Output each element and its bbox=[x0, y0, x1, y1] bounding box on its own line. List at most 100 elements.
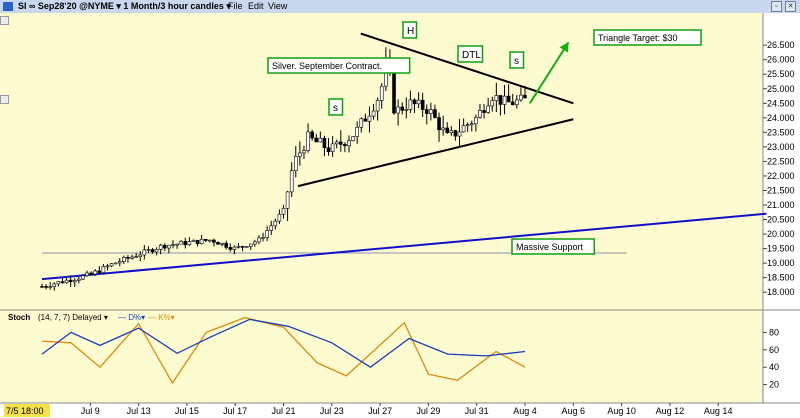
candle-body bbox=[216, 242, 220, 245]
restore-icon[interactable]: ▫ bbox=[771, 1, 782, 12]
time-tick-label: Jul 21 bbox=[271, 406, 295, 416]
time-start-badge bbox=[4, 404, 50, 417]
candle-body bbox=[293, 156, 298, 171]
candle-body bbox=[105, 265, 110, 268]
candle-body bbox=[343, 144, 347, 147]
candle-body bbox=[68, 279, 73, 283]
dtl-label-box bbox=[457, 45, 484, 63]
candle-body bbox=[113, 262, 118, 265]
candle-body bbox=[351, 136, 355, 141]
candle-body bbox=[494, 95, 499, 101]
candle-body bbox=[445, 127, 450, 133]
candle-body bbox=[285, 191, 290, 209]
stoch-tick-label: 80 bbox=[769, 327, 779, 337]
time-tick-label: Jul 13 bbox=[127, 406, 151, 416]
menu-view[interactable]: View bbox=[268, 1, 288, 11]
candle-body bbox=[478, 110, 482, 118]
candle-body bbox=[224, 242, 228, 248]
stoch-d-legend: — D%▾ bbox=[118, 313, 145, 322]
candle-body bbox=[236, 245, 241, 248]
candle-body bbox=[371, 110, 376, 117]
candle-body bbox=[449, 130, 454, 133]
candle-body bbox=[138, 254, 143, 257]
candle-body bbox=[429, 109, 433, 114]
s-left-label: s bbox=[333, 103, 338, 114]
candle-body bbox=[257, 237, 261, 243]
stoch-tick-label: 20 bbox=[769, 380, 779, 390]
candle-body bbox=[187, 241, 192, 246]
target-arrow-head bbox=[559, 42, 569, 53]
candle-body bbox=[44, 286, 48, 288]
candle-body bbox=[506, 95, 511, 103]
stoch-tick-label: 60 bbox=[769, 345, 779, 355]
candle-body bbox=[441, 127, 445, 131]
candle-body bbox=[77, 278, 81, 281]
candle-body bbox=[453, 130, 458, 137]
h-label: H bbox=[407, 26, 414, 37]
candle-body bbox=[64, 279, 69, 284]
price-tick-label: 19.000 bbox=[767, 258, 795, 268]
scroll-up-button[interactable] bbox=[0, 16, 9, 25]
candle-body bbox=[379, 85, 384, 101]
price-tick-label: 25.000 bbox=[767, 84, 795, 94]
scroll-down-button[interactable] bbox=[0, 95, 9, 104]
candle-body bbox=[228, 247, 233, 250]
candle-body bbox=[162, 244, 167, 249]
candle-body bbox=[85, 272, 89, 276]
menu-file[interactable]: File bbox=[228, 1, 243, 11]
candle-body bbox=[437, 117, 441, 131]
candle-body bbox=[208, 239, 212, 242]
stoch-axis-bg bbox=[763, 310, 800, 403]
candle-body bbox=[212, 239, 216, 243]
candle-body bbox=[474, 117, 478, 125]
candle-body bbox=[486, 105, 490, 113]
candle-body bbox=[93, 270, 98, 275]
stoch-pane-bg bbox=[0, 310, 763, 403]
candle-body bbox=[150, 249, 155, 253]
candle-body bbox=[191, 239, 196, 242]
price-axis-bg bbox=[763, 13, 800, 310]
candle-body bbox=[97, 270, 102, 273]
candle-body bbox=[367, 115, 372, 122]
candle-body bbox=[420, 99, 425, 110]
time-tick-label: Jul 27 bbox=[368, 406, 392, 416]
app-icon[interactable] bbox=[3, 2, 13, 11]
candle-body bbox=[89, 272, 93, 275]
price-tick-label: 26.000 bbox=[767, 55, 795, 65]
candle-body bbox=[122, 257, 126, 262]
candle-body bbox=[289, 170, 294, 193]
candle-body bbox=[81, 275, 85, 280]
time-start-label: 7/5 18:00 bbox=[6, 406, 44, 416]
candle-body bbox=[244, 246, 249, 248]
price-chart-svg[interactable]: Stoch (14, 7, 7) Delayed ▾ — D%▾ — K%▾ 18.0… bbox=[0, 13, 800, 418]
stoch-tick-label: 40 bbox=[769, 362, 779, 372]
candle-body bbox=[339, 141, 343, 145]
close-icon[interactable]: ✕ bbox=[785, 1, 796, 12]
candle-body bbox=[261, 237, 265, 239]
contract-label: Silver. September Contract. bbox=[272, 61, 382, 71]
dtl-label: DTL bbox=[462, 50, 481, 61]
candle-body bbox=[117, 261, 122, 264]
candle-body bbox=[167, 244, 171, 249]
s-right-label: s bbox=[514, 56, 519, 67]
candle-body bbox=[396, 106, 400, 114]
candle-body bbox=[322, 137, 327, 148]
candle-body bbox=[330, 143, 335, 153]
stoch-k-legend: — K%▾ bbox=[148, 313, 175, 322]
price-tick-label: 22.500 bbox=[767, 156, 795, 166]
h-label-box bbox=[402, 21, 418, 39]
menu-edit[interactable]: Edit bbox=[248, 1, 264, 11]
candle-body bbox=[269, 225, 274, 231]
contract-label-box bbox=[267, 57, 411, 74]
candle-body bbox=[109, 263, 114, 267]
candle-body bbox=[101, 266, 106, 273]
candle-body bbox=[502, 95, 507, 105]
candle-body bbox=[220, 242, 224, 245]
candle-body bbox=[400, 106, 405, 111]
price-tick-label: 24.000 bbox=[767, 113, 795, 123]
massive-support-line bbox=[41, 212, 767, 281]
candle-body bbox=[134, 256, 138, 258]
chart-title[interactable]: SI ∞ Sep28'20 @NYME ▾ 1 Month/3 hour can… bbox=[18, 1, 231, 11]
support-label: Massive Support bbox=[516, 242, 584, 252]
candle-body bbox=[52, 283, 57, 287]
